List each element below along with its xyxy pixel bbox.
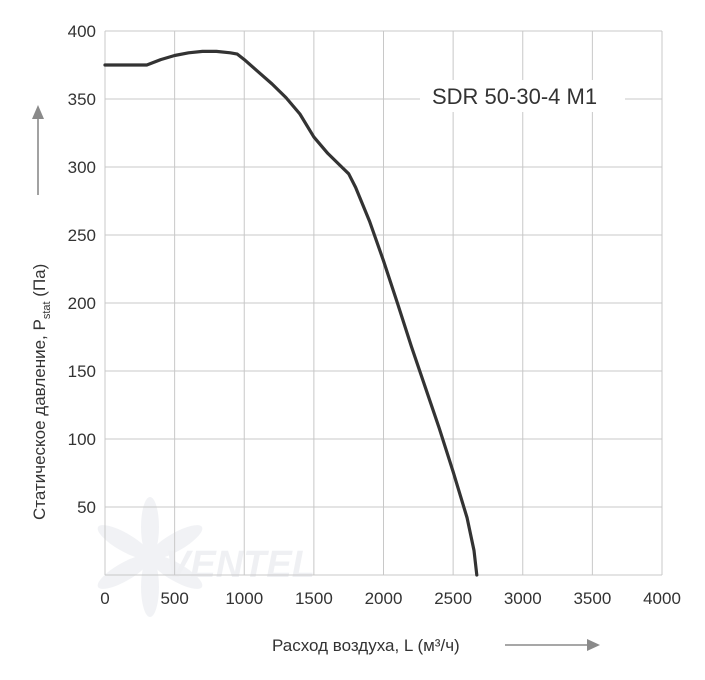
watermark-text: VENTEL [165,544,315,586]
x-tick-label: 2000 [365,589,403,608]
y-tick-label: 150 [68,362,96,381]
series-layer [103,49,479,577]
x-axis-label: Расход воздуха, L (м³/ч) [272,636,460,655]
y-axis-label: Статическое давление, Pstat (Па) [30,264,53,520]
x-tick-label: 0 [100,589,109,608]
x-tick-label: 2500 [434,589,472,608]
ventel-watermark-logo: VENTEL [97,497,315,617]
x-tick-label: 1500 [295,589,333,608]
x-tick-label: 500 [160,589,188,608]
x-tick-label: 1000 [225,589,263,608]
y-tick-label: 350 [68,90,96,109]
y-tick-label: 50 [77,498,96,517]
y-axis-ticks: 50 100 150 200 250 300 350 400 [68,22,96,517]
y-tick-label: 300 [68,158,96,177]
x-axis-arrow [505,639,600,651]
y-tick-label: 200 [68,294,96,313]
x-tick-label: 3500 [573,589,611,608]
model-annotation: SDR 50-30-4 M1 [432,84,597,109]
x-tick-label: 4000 [643,589,681,608]
y-tick-label: 400 [68,22,96,41]
grid [104,30,663,576]
y-tick-label: 250 [68,226,96,245]
y-axis-arrow [32,105,44,195]
y-tick-label: 100 [68,430,96,449]
annotation-background [420,80,625,112]
pressure-curve [103,49,479,577]
x-axis-ticks: 0 500 1000 1500 2000 2500 3000 3500 4000 [100,589,681,608]
x-tick-label: 3000 [504,589,542,608]
